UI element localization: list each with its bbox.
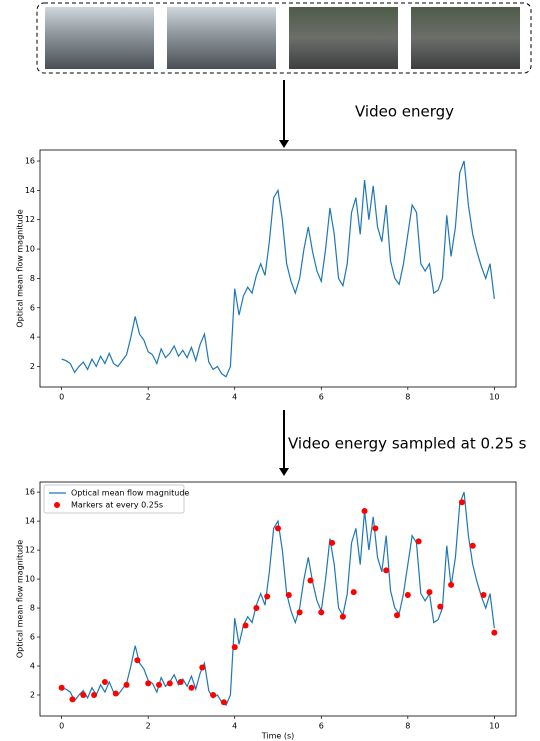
marker [156, 681, 162, 688]
marker [415, 538, 422, 545]
marker [437, 603, 444, 610]
marker [469, 542, 476, 549]
marker [177, 678, 184, 685]
y-tick-label: 10 [25, 245, 35, 254]
marker [491, 629, 498, 636]
marker [394, 612, 400, 619]
y-axis-label: Optical mean flow magnitude [16, 209, 25, 327]
x-tick-label: 6 [319, 393, 324, 402]
marker [383, 567, 390, 574]
marker [318, 609, 325, 616]
plot-frame [39, 481, 517, 717]
marker [210, 691, 217, 698]
y-tick-label: 8 [30, 604, 35, 613]
marker [296, 609, 303, 616]
y-tick-label: 2 [30, 362, 35, 371]
legend-label: Markers at every 0.25s [71, 501, 163, 510]
marker [231, 644, 238, 651]
thumbnail [411, 7, 520, 69]
marker [275, 525, 281, 532]
y-tick-label: 4 [30, 333, 35, 342]
x-tick-label: 8 [405, 393, 410, 402]
marker [285, 592, 292, 599]
y-tick-label: 6 [30, 303, 35, 312]
x-tick-label: 10 [489, 722, 499, 731]
marker [69, 696, 76, 703]
y-tick-label: 12 [25, 215, 35, 224]
y-tick-label: 14 [25, 517, 35, 526]
marker [112, 690, 119, 697]
legend-swatch [54, 502, 60, 508]
marker [448, 581, 455, 588]
marker [253, 605, 260, 612]
thumbnail [167, 7, 276, 69]
annotation: Video energy sampled at 0.25 s [288, 435, 527, 453]
x-tick-label: 4 [232, 722, 237, 731]
arrow-head [279, 140, 289, 148]
x-tick-label: 0 [59, 722, 64, 731]
y-tick-label: 10 [25, 575, 35, 584]
marker [458, 499, 465, 506]
marker [145, 680, 152, 687]
marker [91, 691, 98, 698]
marker [188, 684, 195, 691]
marker [199, 664, 206, 671]
y-tick-label: 14 [25, 186, 35, 195]
x-tick-label: 10 [489, 393, 499, 402]
marker [242, 622, 249, 629]
marker [134, 657, 141, 664]
x-tick-label: 8 [405, 722, 410, 731]
marker [372, 525, 379, 532]
thumbnail [289, 7, 398, 69]
y-tick-label: 6 [30, 633, 35, 642]
marker [80, 691, 87, 698]
y-tick-label: 12 [25, 546, 35, 555]
marker [480, 592, 487, 599]
x-tick-label: 6 [319, 722, 324, 731]
x-tick-label: 4 [232, 393, 237, 402]
marker [329, 539, 336, 546]
x-axis-label: Time (s) [261, 732, 295, 741]
marker [339, 613, 346, 620]
y-tick-label: 4 [30, 662, 35, 671]
data-line [61, 491, 495, 707]
y-tick-label: 2 [30, 690, 35, 699]
legend-label: Optical mean flow magnitude [71, 489, 189, 498]
y-tick-label: 16 [25, 157, 35, 166]
marker [123, 681, 130, 688]
thumbnail-frame [36, 2, 532, 74]
legend-box [43, 484, 185, 514]
marker [350, 589, 357, 596]
marker [264, 593, 271, 600]
marker [426, 589, 433, 596]
marker [101, 678, 108, 685]
annotation: Video energy [355, 103, 454, 121]
plot-frame [39, 149, 517, 388]
marker [404, 592, 411, 599]
thumbnail [45, 7, 154, 69]
y-tick-label: 16 [25, 488, 35, 497]
arrow-head [279, 468, 289, 476]
marker [58, 684, 65, 691]
marker [166, 680, 173, 687]
y-axis-label: Optical mean flow magnitude [16, 540, 25, 658]
marker [307, 577, 314, 584]
x-tick-label: 0 [59, 393, 64, 402]
y-tick-label: 8 [30, 274, 35, 283]
x-tick-label: 2 [146, 722, 151, 731]
marker [220, 699, 227, 706]
x-tick-label: 2 [146, 393, 151, 402]
marker [361, 507, 368, 514]
data-line [61, 160, 495, 378]
